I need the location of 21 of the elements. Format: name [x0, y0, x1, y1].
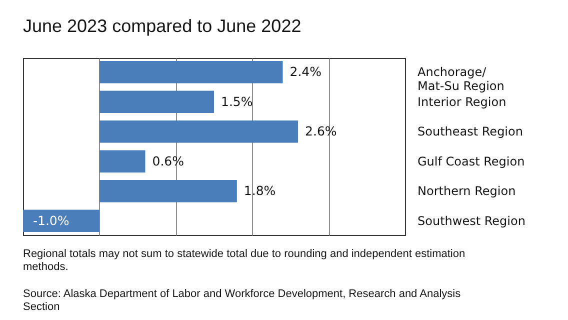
bar [99, 150, 146, 173]
y-tick-label: Anchorage/ Mat-Su Region [418, 65, 504, 94]
y-tick-label: Gulf Coast Region [418, 154, 525, 168]
y-tick-label: Southeast Region [418, 124, 523, 139]
chart-title: June 2023 compared to June 2022 [23, 16, 302, 36]
bar [99, 120, 298, 143]
bar [99, 180, 237, 202]
y-tick-label: Interior Region [418, 94, 506, 109]
bar [23, 210, 100, 232]
source-note: Source: Alaska Department of Labor and Workforce Development, Research and Analysis Section [23, 288, 462, 314]
data-label: -1.0% [33, 212, 70, 228]
y-tick-label: Southwest Region [418, 214, 526, 228]
data-label: 2.4% [290, 64, 322, 80]
data-label: 2.6% [305, 124, 337, 139]
bar [99, 60, 283, 84]
data-label: 1.5% [221, 94, 253, 109]
y-tick-label: Northern Region [418, 184, 516, 198]
data-label: 1.8% [244, 183, 276, 198]
bar [99, 90, 214, 114]
data-label: 0.6% [152, 153, 184, 168]
text: Regional totals may not sum to statewide total due to rounding and independent estimation methods. [23, 248, 466, 274]
